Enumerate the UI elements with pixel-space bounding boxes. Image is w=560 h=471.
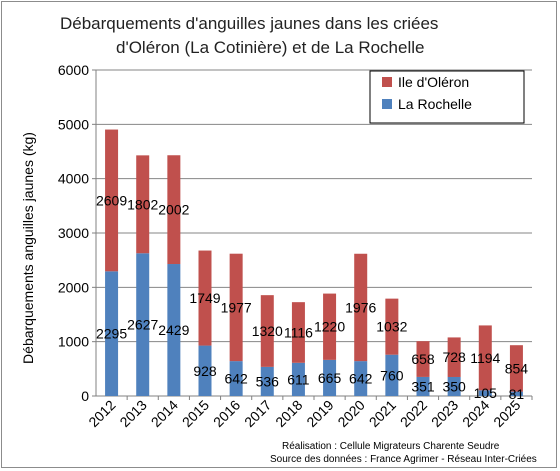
data-label-la-rochelle-2012: 2295 xyxy=(96,326,127,342)
x-tick-label-2017: 2017 xyxy=(241,397,274,430)
x-tick-labels: 2012201320142015201620172018201920202021… xyxy=(85,397,523,430)
data-label-ile-oleron-2018: 1116 xyxy=(284,324,313,340)
legend: Ile d'Oléron La Rochelle xyxy=(369,70,525,124)
bar-ile-oleron-2025 xyxy=(509,345,523,392)
x-tick-label-2021: 2021 xyxy=(366,397,399,430)
data-label-la-rochelle-2013: 2627 xyxy=(127,317,158,333)
legend-swatch-ile-oleron xyxy=(382,77,392,87)
data-label-ile-oleron-2012: 2609 xyxy=(96,192,127,208)
bar-la-rochelle-2015 xyxy=(198,345,212,396)
y-axis-label: Débarquements anguilles jaunes (kg) xyxy=(20,132,36,364)
y-tick-label-3000: 3000 xyxy=(58,225,89,241)
data-label-ile-oleron-2023: 728 xyxy=(442,349,466,365)
data-label-ile-oleron-2015: 1749 xyxy=(189,290,220,306)
data-label-la-rochelle-2017: 536 xyxy=(256,373,280,389)
y-tick-label-4000: 4000 xyxy=(58,171,89,187)
data-label-la-rochelle-2020: 642 xyxy=(349,371,373,387)
data-label-la-rochelle-2021: 760 xyxy=(380,367,404,383)
data-label-la-rochelle-2015: 928 xyxy=(193,363,217,379)
chart-title-line-1: Débarquements d'anguilles jaunes dans le… xyxy=(60,14,438,33)
bar-la-rochelle-2018 xyxy=(291,362,305,396)
y-tick-label-6000: 6000 xyxy=(58,62,89,78)
data-label-ile-oleron-2022: 658 xyxy=(411,351,435,367)
data-label-la-rochelle-2023: 350 xyxy=(442,378,466,394)
x-tick-label-2016: 2016 xyxy=(210,397,243,430)
bar-ile-oleron-2016 xyxy=(229,253,243,362)
x-tick-label-2013: 2013 xyxy=(116,397,149,430)
data-label-ile-oleron-2020: 1976 xyxy=(345,299,376,315)
x-tick-label-2020: 2020 xyxy=(334,397,367,430)
x-tick-label-2023: 2023 xyxy=(428,397,461,430)
bars xyxy=(105,129,523,396)
bar-ile-oleron-2018 xyxy=(291,302,305,363)
legend-label-la-rochelle: La Rochelle xyxy=(398,96,472,112)
data-label-la-rochelle-2014: 2429 xyxy=(158,322,189,338)
bar-ile-oleron-2019 xyxy=(323,293,337,360)
data-label-la-rochelle-2018: 611 xyxy=(287,371,310,387)
bar-ile-oleron-2020 xyxy=(354,253,368,362)
bar-la-rochelle-2025 xyxy=(509,391,523,396)
data-label-la-rochelle-2024: 105 xyxy=(474,385,498,401)
bar-la-rochelle-2024 xyxy=(478,390,492,396)
bar-ile-oleron-2017 xyxy=(260,295,274,367)
data-labels: 2295 2609 2627 1802 2429 2002 928 1749 642 1977 53… xyxy=(96,192,528,401)
data-label-la-rochelle-2019: 665 xyxy=(318,370,342,386)
data-label-la-rochelle-2016: 642 xyxy=(224,371,248,387)
bar-la-rochelle-2014 xyxy=(167,264,181,396)
bar-ile-oleron-2021 xyxy=(385,298,399,355)
legend-label-ile-oleron: Ile d'Oléron xyxy=(398,74,469,90)
y-tick-labels: 0 1000 2000 3000 4000 5000 6000 xyxy=(58,62,89,404)
data-label-ile-oleron-2019: 1220 xyxy=(314,319,345,335)
bar-ile-oleron-2012 xyxy=(105,129,119,272)
y-tick-label-5000: 5000 xyxy=(58,116,89,132)
data-label-ile-oleron-2021: 1032 xyxy=(376,319,407,335)
y-tick-label-1000: 1000 xyxy=(58,334,89,350)
source-note: Source des données : France Agrimer - Ré… xyxy=(270,454,537,465)
x-tick-label-2014: 2014 xyxy=(148,397,181,430)
y-tick-label-0: 0 xyxy=(81,388,89,404)
bar-ile-oleron-2024 xyxy=(478,325,492,391)
data-label-ile-oleron-2013: 1802 xyxy=(127,196,158,212)
data-label-ile-oleron-2025: 854 xyxy=(505,360,529,376)
credit-note: Réalisation : Cellule Migrateurs Charent… xyxy=(282,441,500,452)
legend-box xyxy=(369,70,525,124)
data-label-la-rochelle-2025: 81 xyxy=(509,386,525,402)
bar-ile-oleron-2023 xyxy=(447,337,461,377)
bar-ile-oleron-2022 xyxy=(416,341,430,377)
bar-la-rochelle-2020 xyxy=(354,361,368,396)
x-tick-label-2024: 2024 xyxy=(459,397,492,430)
x-tick-label-2019: 2019 xyxy=(303,397,336,430)
data-label-ile-oleron-2024: 1194 xyxy=(470,350,500,366)
legend-swatch-la-rochelle xyxy=(382,99,392,109)
bar-la-rochelle-2016 xyxy=(229,361,243,396)
chart-title-line-2: d'Oléron (La Cotinière) et de La Rochell… xyxy=(116,38,424,57)
bar-ile-oleron-2015 xyxy=(198,250,212,346)
bar-la-rochelle-2017 xyxy=(260,366,274,396)
bar-la-rochelle-2021 xyxy=(385,354,399,396)
bar-ile-oleron-2014 xyxy=(167,155,181,265)
bar-la-rochelle-2012 xyxy=(105,271,119,396)
x-tick-label-2012: 2012 xyxy=(85,397,118,430)
bar-ile-oleron-2013 xyxy=(136,155,150,254)
bar-la-rochelle-2022 xyxy=(416,376,430,396)
data-label-ile-oleron-2014: 2002 xyxy=(158,202,189,218)
x-tick-label-2022: 2022 xyxy=(397,397,430,430)
bar-la-rochelle-2019 xyxy=(323,359,337,396)
x-tick-label-2018: 2018 xyxy=(272,397,305,430)
bar-la-rochelle-2013 xyxy=(136,253,150,396)
data-label-ile-oleron-2017: 1320 xyxy=(252,323,283,339)
bar-la-rochelle-2023 xyxy=(447,376,461,396)
x-tick-label-2015: 2015 xyxy=(179,397,212,430)
y-tick-label-2000: 2000 xyxy=(58,279,89,295)
data-label-ile-oleron-2016: 1977 xyxy=(221,299,252,315)
data-label-la-rochelle-2022: 351 xyxy=(411,378,435,394)
